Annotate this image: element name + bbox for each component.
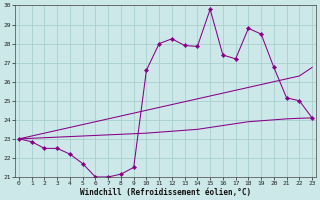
X-axis label: Windchill (Refroidissement éolien,°C): Windchill (Refroidissement éolien,°C) [80,188,251,197]
